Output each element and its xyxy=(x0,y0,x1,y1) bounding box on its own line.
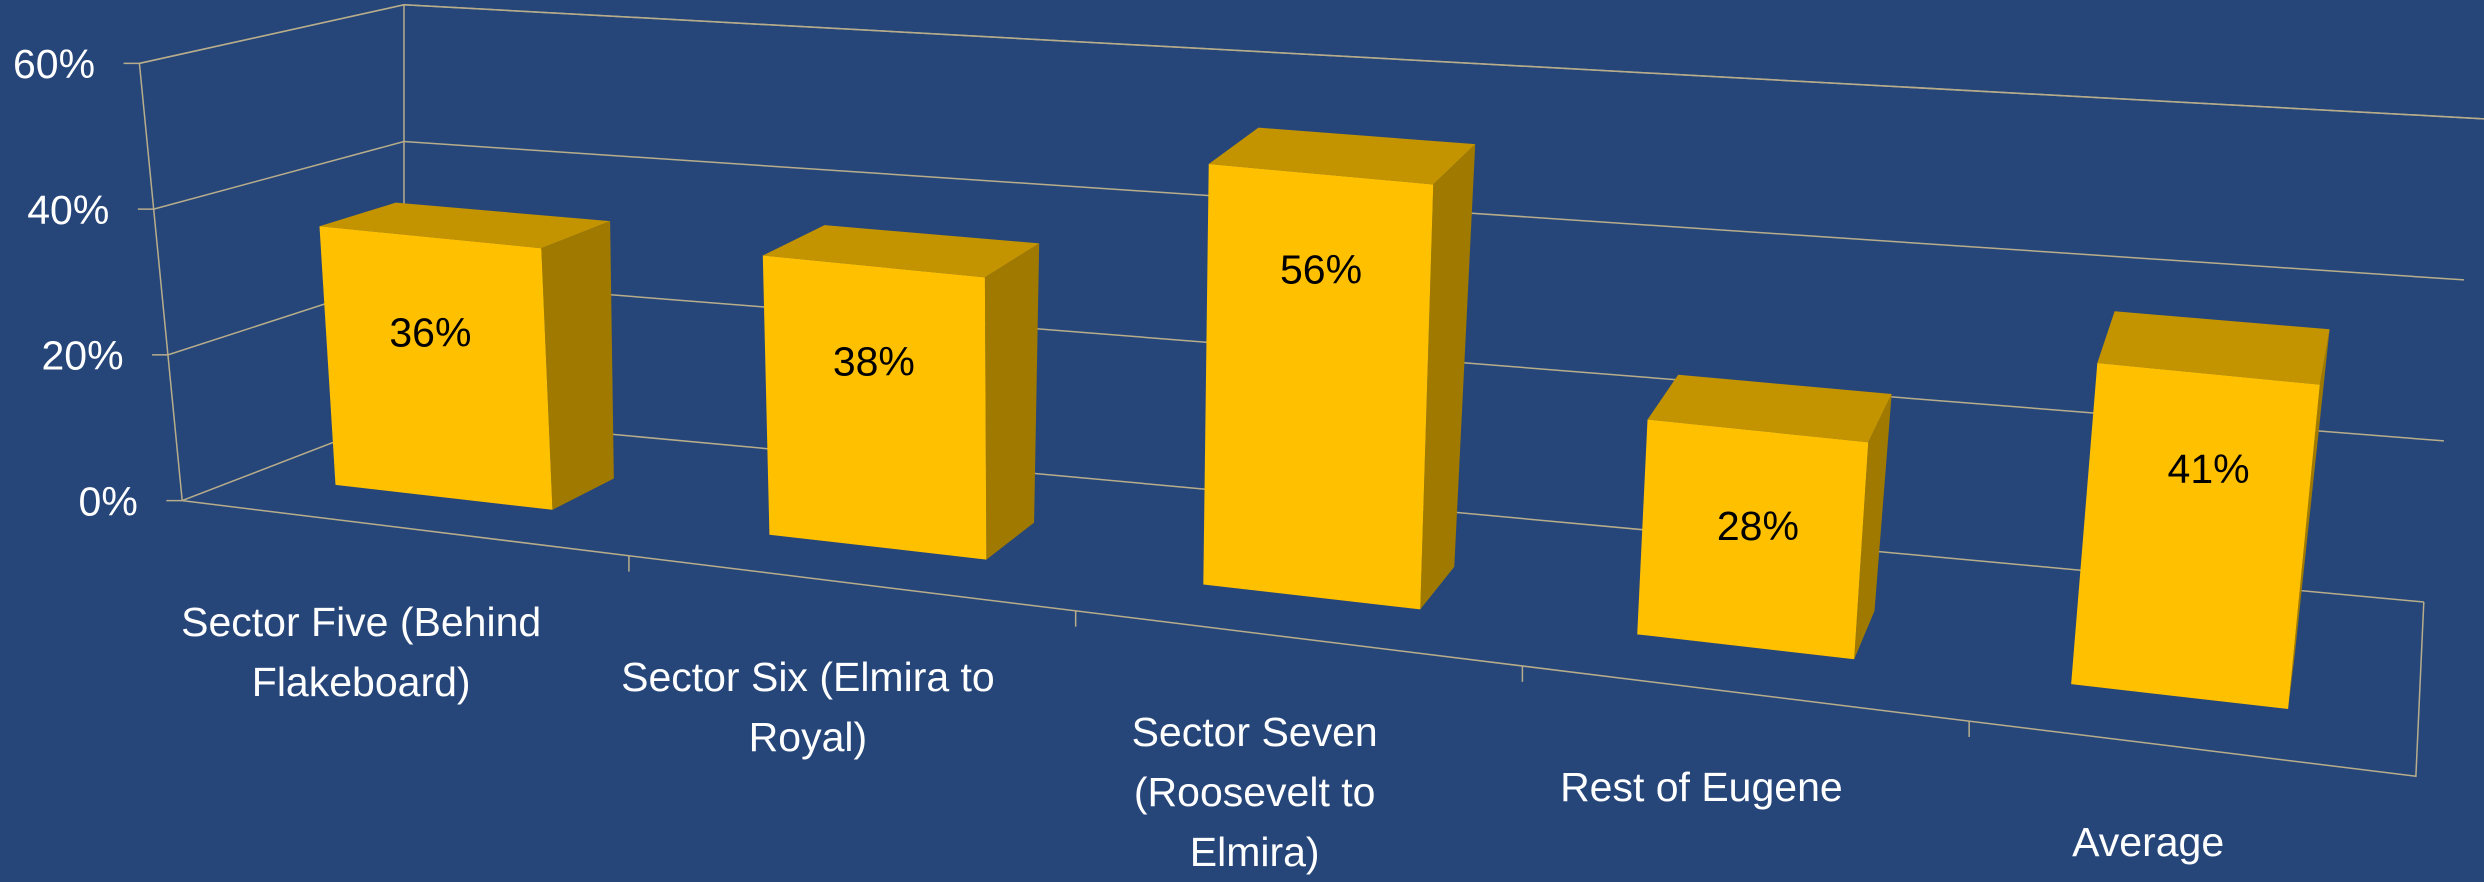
bar-top xyxy=(319,202,611,249)
bar-top xyxy=(1208,127,1476,185)
chart: 0% 20% 40% 60% 36% 38% 56% 28% 41% xyxy=(13,3,2484,778)
value-label: 41% xyxy=(2168,446,2250,492)
bar-front xyxy=(762,255,987,560)
bar xyxy=(1203,127,1476,610)
x-tick-label: Rest of Eugene xyxy=(1560,763,1843,810)
x-tick-label: Sector Six (Elmira to Royal) xyxy=(621,653,995,760)
x-tick-label: Sector Seven (Roosevelt to Elmira) xyxy=(1131,708,1378,875)
bar xyxy=(319,202,614,510)
value-label: 56% xyxy=(1280,246,1362,292)
bar-front xyxy=(1203,164,1434,610)
bar-top xyxy=(1647,374,1892,443)
y-tick-label: 60% xyxy=(13,41,95,87)
bar-top xyxy=(2097,311,2330,385)
bar-front xyxy=(1637,419,1869,660)
bar-side xyxy=(541,221,614,510)
value-label: 38% xyxy=(833,339,915,385)
bar-side xyxy=(2288,329,2330,710)
floor-edge xyxy=(182,499,2425,778)
y-tick-label: 40% xyxy=(27,187,109,233)
chart-area: 0% 20% 40% 60% 36% 38% 56% 28% 41% Sector Five (… xyxy=(13,3,2484,875)
grid-line xyxy=(153,140,2464,281)
bar-side xyxy=(1420,144,1476,610)
value-label: 36% xyxy=(389,309,471,355)
bar xyxy=(2071,311,2330,710)
bar-front xyxy=(319,226,553,510)
value-label: 28% xyxy=(1717,503,1799,549)
bar xyxy=(762,225,1040,560)
bar-top xyxy=(762,225,1040,278)
x-tick-label: Average xyxy=(2072,819,2225,866)
x-tick-label: Sector Five (Behind Flakeboard) xyxy=(181,598,542,705)
bar-side xyxy=(984,243,1040,560)
bar-front xyxy=(2071,363,2320,710)
y-tick-label: 20% xyxy=(42,333,124,379)
bar xyxy=(1637,374,1892,660)
y-tick-label: 0% xyxy=(79,478,138,524)
bar-side xyxy=(1854,393,1892,660)
grid-line xyxy=(139,3,2484,120)
